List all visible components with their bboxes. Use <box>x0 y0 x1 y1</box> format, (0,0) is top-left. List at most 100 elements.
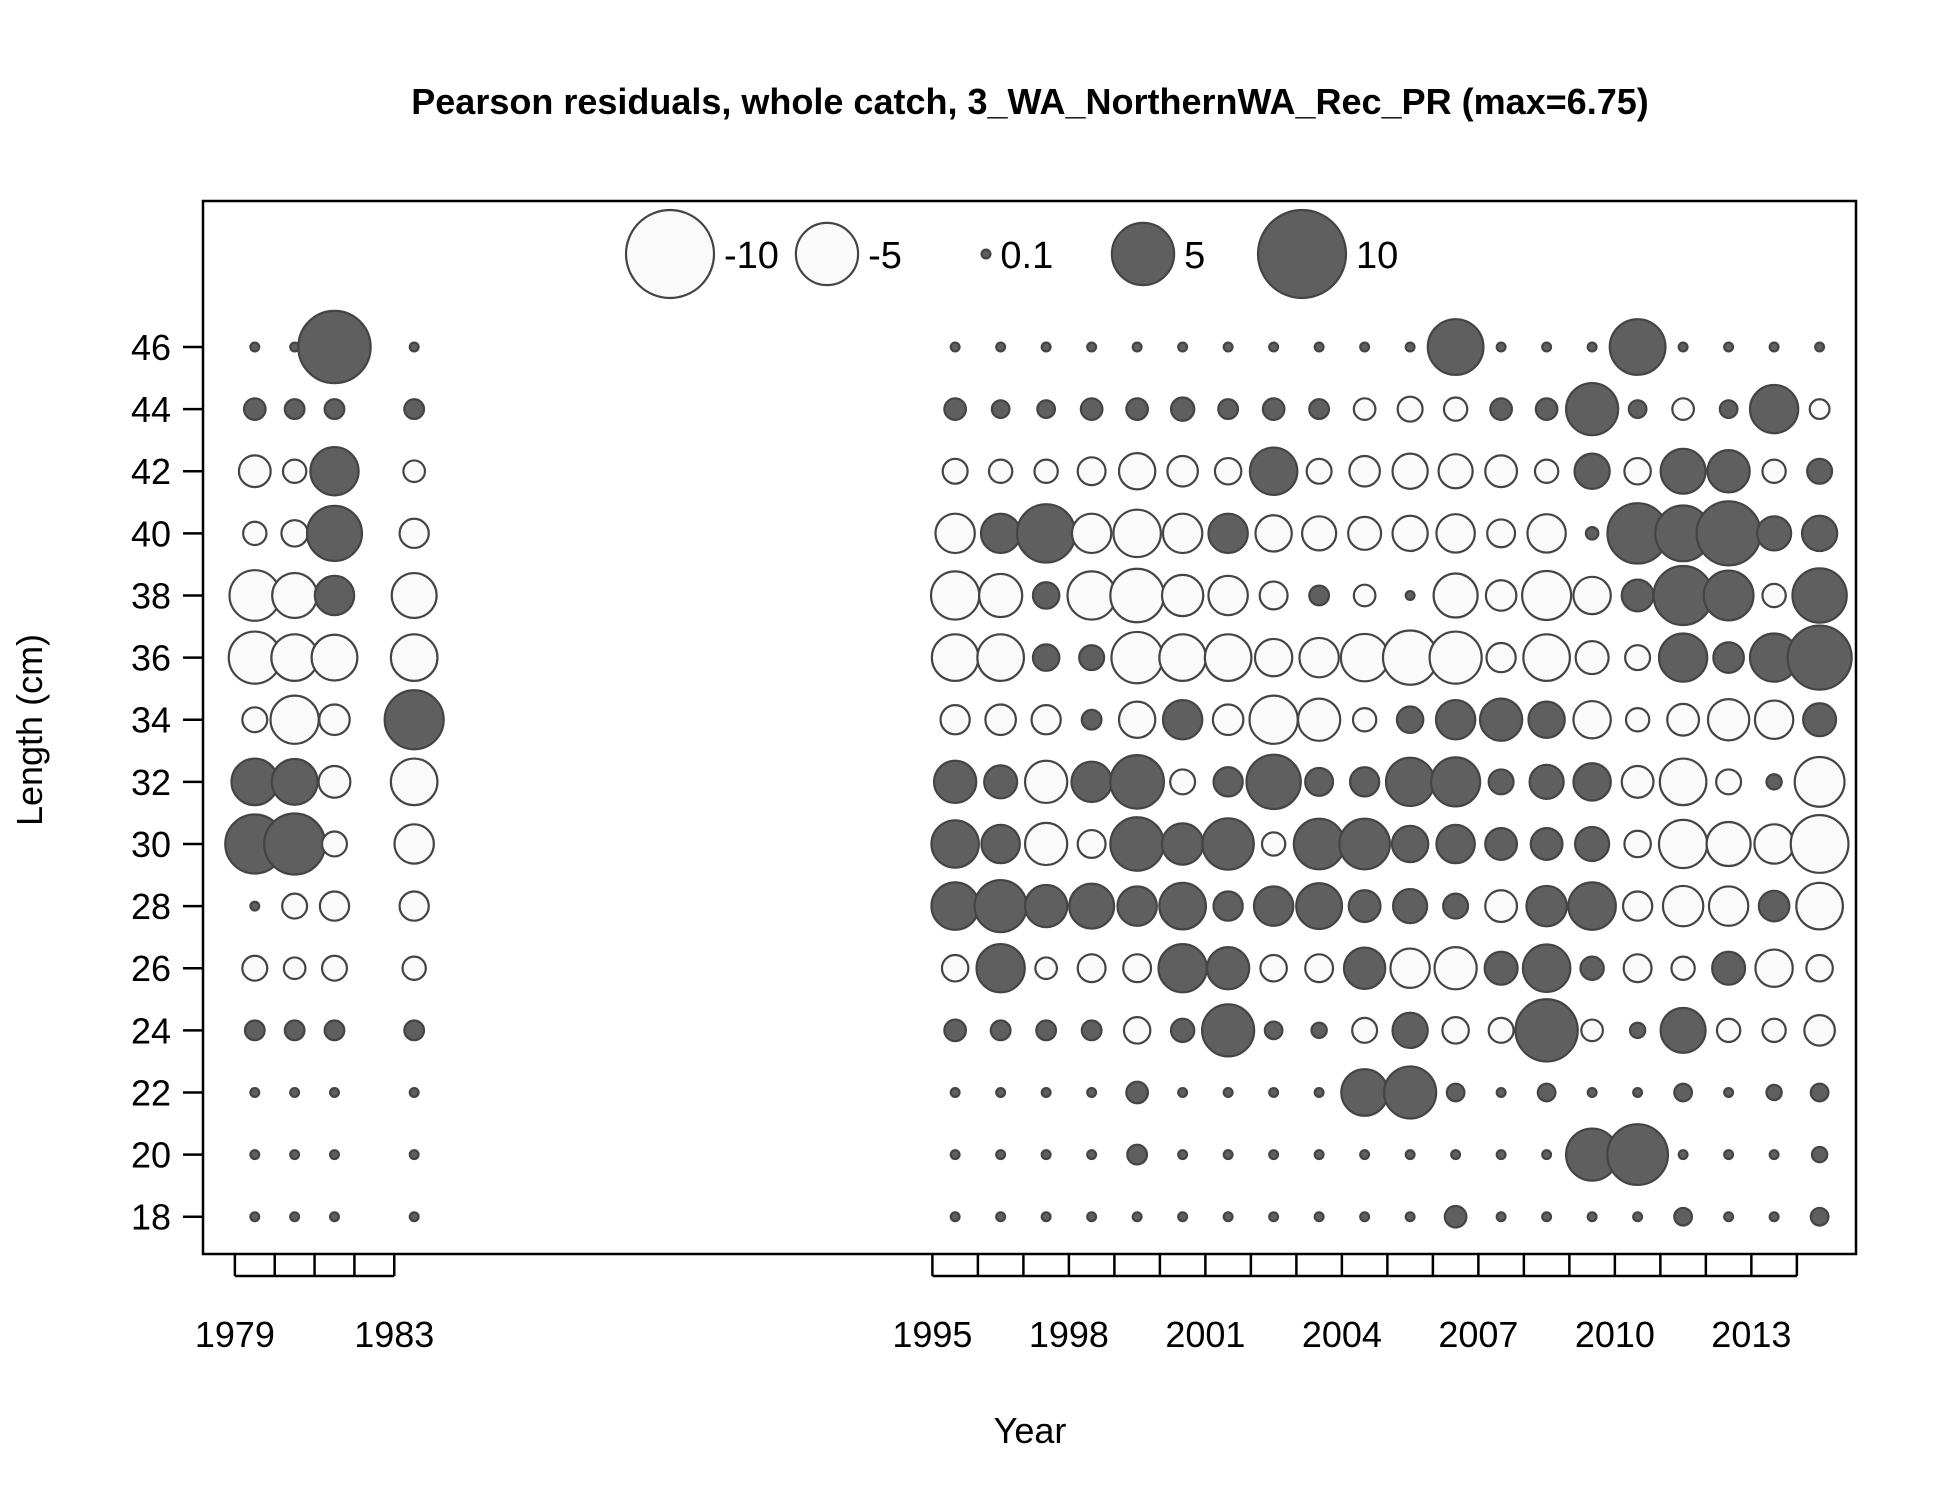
positive-residual-bubble <box>309 446 360 497</box>
negative-residual-bubble <box>1304 953 1335 984</box>
positive-residual-bubble <box>1495 341 1507 353</box>
positive-residual-bubble <box>1450 1149 1462 1161</box>
positive-residual-bubble <box>1313 1149 1325 1161</box>
positive-residual-bubble <box>1487 768 1515 796</box>
positive-residual-bubble <box>1205 946 1251 991</box>
positive-residual-bubble <box>1430 756 1482 808</box>
positive-residual-bubble <box>989 1019 1012 1042</box>
negative-residual-bubble <box>1161 512 1204 555</box>
positive-residual-bubble <box>1620 578 1655 613</box>
y-tick-label: 28 <box>131 886 171 927</box>
positive-residual-bubble <box>1435 823 1476 865</box>
positive-residual-bubble <box>1040 341 1052 353</box>
negative-residual-bubble <box>1658 757 1708 807</box>
positive-residual-bubble <box>1586 1086 1598 1098</box>
y-axis: 18 20 22 24 26 28 30 32 34 36 38 40 42 44 46 <box>131 327 203 1238</box>
y-axis-label: Length (cm) <box>9 634 50 826</box>
negative-residual-bubble <box>1258 580 1289 611</box>
x-tick-label: 1979 <box>195 1314 275 1355</box>
positive-residual-bubble <box>1712 641 1745 674</box>
positive-residual-bubble <box>1035 1019 1058 1042</box>
negative-residual-bubble <box>1705 820 1752 868</box>
positive-residual-bubble <box>1525 884 1568 928</box>
positive-residual-bubble <box>1252 885 1295 927</box>
x-tick-label: 1995 <box>892 1314 972 1355</box>
positive-residual-bubble <box>1528 763 1565 800</box>
negative-residual-bubble <box>1522 633 1571 682</box>
positive-residual-bubble <box>1292 817 1346 871</box>
positive-residual-bubble <box>1126 1143 1149 1166</box>
negative-residual-bubble <box>1207 574 1249 617</box>
negative-residual-bubble <box>1808 398 1831 421</box>
positive-residual-bubble <box>283 1019 306 1042</box>
negative-residual-bubble <box>1117 700 1157 739</box>
negative-residual-bubble <box>1260 831 1287 857</box>
negative-residual-bubble <box>1761 458 1787 484</box>
positive-residual-bubble <box>1404 589 1416 601</box>
positive-residual-bubble <box>1809 1206 1830 1227</box>
negative-residual-bubble <box>1389 947 1431 990</box>
legend: -10 -5 0.1 5 10 <box>624 208 1398 300</box>
negative-residual-bubble <box>1761 1017 1787 1044</box>
positive-residual-bubble <box>1809 1082 1830 1103</box>
negative-residual-bubble <box>320 830 349 858</box>
positive-residual-bubble <box>1573 452 1611 490</box>
positive-residual-bubble <box>1723 1211 1735 1223</box>
positive-residual-bubble <box>1086 1086 1098 1098</box>
negative-residual-bubble <box>241 954 269 982</box>
negative-residual-bubble <box>1435 513 1476 554</box>
positive-residual-bubble <box>243 1019 266 1042</box>
positive-residual-bubble <box>1484 827 1519 861</box>
positive-residual-bubble <box>1217 398 1240 421</box>
negative-residual-bubble <box>1803 1014 1836 1047</box>
positive-residual-bubble <box>1068 882 1116 930</box>
positive-residual-bubble <box>1245 753 1302 811</box>
chart-title: Pearson residuals, whole catch, 3_WA_Nor… <box>411 81 1648 122</box>
positive-residual-bubble <box>1268 341 1280 353</box>
negative-residual-bubble <box>241 706 269 734</box>
negative-residual-bubble <box>929 570 981 621</box>
negative-residual-bubble <box>1391 514 1429 553</box>
negative-residual-bubble <box>1657 818 1709 870</box>
negative-residual-bubble <box>1623 829 1652 859</box>
negative-residual-bubble <box>1348 454 1381 488</box>
negative-residual-bubble <box>280 519 309 548</box>
negative-residual-bubble <box>317 764 352 799</box>
positive-residual-bubble <box>1109 753 1166 810</box>
negative-residual-bubble <box>1160 573 1205 618</box>
positive-residual-bubble <box>305 504 364 562</box>
positive-residual-bubble <box>1536 1082 1557 1103</box>
positive-residual-bubble <box>263 812 327 876</box>
positive-residual-bubble <box>995 1086 1007 1098</box>
positive-residual-bubble <box>1222 341 1234 353</box>
positive-residual-bubble <box>1765 1083 1783 1102</box>
negative-residual-bubble <box>1533 458 1560 484</box>
negative-residual-bubble <box>1624 706 1651 733</box>
negative-residual-bubble <box>930 633 980 682</box>
negative-residual-bubble <box>1117 451 1157 491</box>
y-tick-label: 26 <box>131 948 171 989</box>
positive-residual-bubble <box>1529 827 1564 861</box>
positive-residual-bubble <box>1723 1086 1735 1098</box>
negative-residual-bubble <box>1347 515 1383 551</box>
positive-residual-bubble <box>1263 1020 1284 1041</box>
negative-residual-bubble <box>1023 759 1069 805</box>
negative-residual-bubble <box>1572 575 1612 616</box>
positive-residual-bubble <box>979 512 1022 555</box>
y-tick-label: 34 <box>131 700 171 741</box>
negative-residual-bubble <box>940 953 970 983</box>
negative-residual-bubble <box>1253 637 1294 678</box>
positive-residual-bubble <box>1677 1149 1689 1161</box>
positive-residual-bubble <box>1201 1003 1256 1058</box>
positive-residual-bubble <box>1359 1149 1371 1161</box>
positive-residual-bubble <box>1814 341 1826 353</box>
negative-residual-bubble <box>1030 704 1062 736</box>
negative-residual-bubble <box>1715 768 1743 796</box>
negative-residual-bubble <box>1169 768 1197 796</box>
negative-residual-bubble <box>1203 633 1253 682</box>
positive-residual-bubble <box>328 1086 340 1098</box>
legend-bubble <box>980 248 992 260</box>
negative-residual-bubble <box>1485 641 1517 674</box>
positive-residual-bubble <box>1442 892 1470 920</box>
